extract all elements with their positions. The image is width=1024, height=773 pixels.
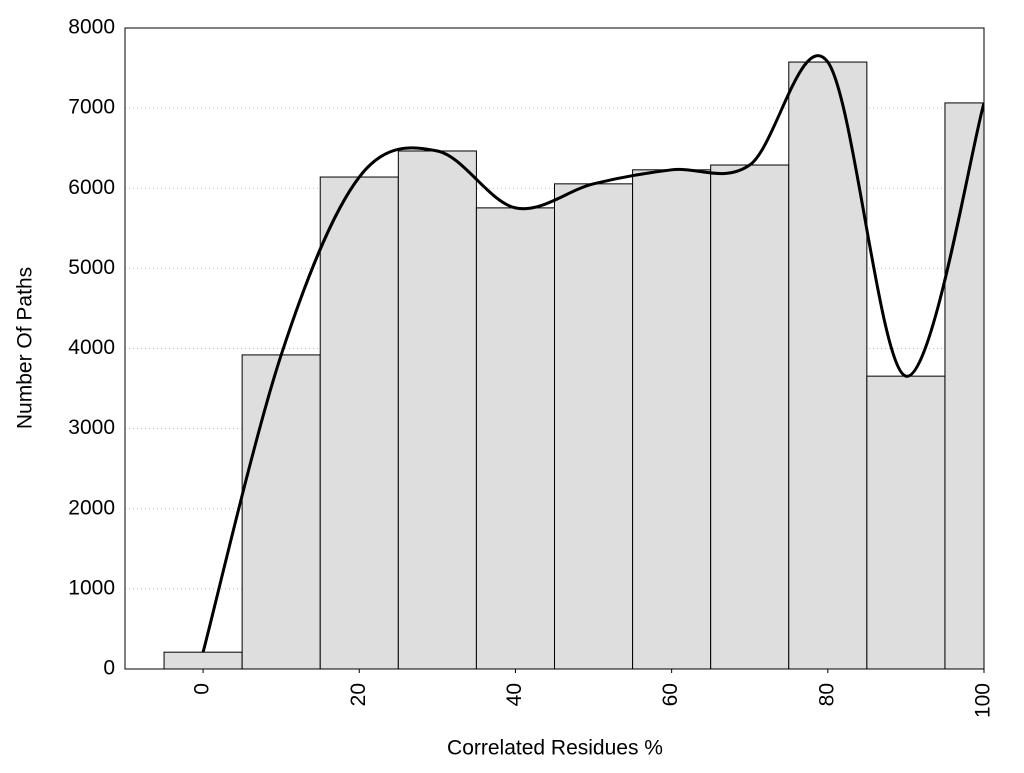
bar <box>632 169 712 669</box>
x-tick-label: 80 <box>815 683 838 706</box>
bar <box>163 651 243 669</box>
x-tick-label: 40 <box>503 683 526 706</box>
y-tick-label: 4000 <box>68 336 115 359</box>
x-tick-label: 100 <box>972 683 995 718</box>
x-tick-label: 60 <box>659 683 682 706</box>
bar <box>475 207 555 669</box>
bar <box>397 150 477 669</box>
x-tick-label: 20 <box>347 683 370 706</box>
bar <box>319 176 399 669</box>
y-tick-label: 2000 <box>68 496 115 519</box>
smooth-line <box>201 54 984 653</box>
bar <box>554 183 634 669</box>
y-tick-label: 6000 <box>68 176 115 199</box>
y-tick-label: 8000 <box>68 16 115 39</box>
bar <box>866 375 946 669</box>
y-tick-label: 3000 <box>68 416 115 439</box>
bar <box>241 354 321 669</box>
y-axis-label: Number Of Paths <box>14 267 37 429</box>
x-tick-label: 0 <box>191 683 214 695</box>
bar <box>788 61 868 669</box>
x-axis-label: Correlated Residues % <box>447 737 663 760</box>
y-tick-label: 5000 <box>68 256 115 279</box>
plot-frame <box>124 27 985 670</box>
y-tick-label: 7000 <box>68 96 115 119</box>
y-tick-label: 0 <box>103 657 115 680</box>
bar <box>710 164 790 669</box>
y-tick-label: 1000 <box>68 576 115 599</box>
